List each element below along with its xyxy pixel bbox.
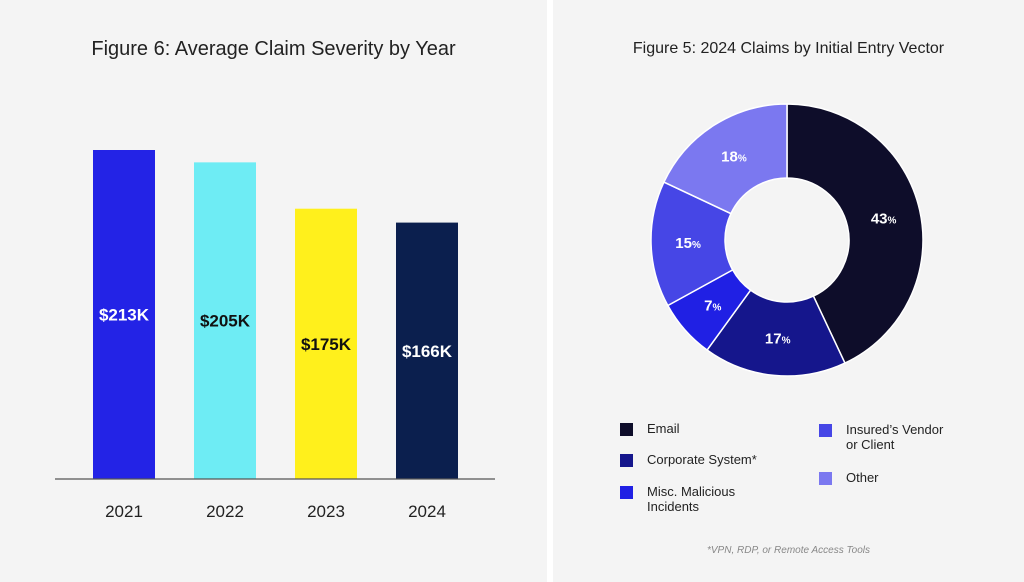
donut-legend: Email Corporate System* Misc. Malicious In… xyxy=(553,0,1024,582)
legend-item: Misc. Malicious Incidents xyxy=(620,484,735,514)
bar-chart: $213K 2021 $205K 2022 $175K 2023 $166K 2024 xyxy=(55,150,495,521)
bar-value-label: $205K xyxy=(200,312,251,331)
x-tick-label: 2021 xyxy=(105,502,143,521)
legend-label: Other xyxy=(846,470,879,485)
legend-swatch xyxy=(620,454,633,467)
footnote: *VPN, RDP, or Remote Access Tools xyxy=(706,545,871,556)
legend-label: Misc. Malicious Incidents xyxy=(647,484,736,514)
donut-slice-label: 17% xyxy=(765,331,791,348)
donut-chart-panel: Figure 5: 2024 Claims by Initial Entry V… xyxy=(553,0,1024,582)
legend-swatch xyxy=(819,472,832,485)
donut-slice-label: 7% xyxy=(704,297,721,314)
bar-value-label: $213K xyxy=(99,306,150,325)
donut-chart: 43% 17% 7% 15% 18% xyxy=(650,103,924,377)
x-tick-label: 2022 xyxy=(206,502,244,521)
x-tick-label: 2024 xyxy=(408,502,446,521)
legend-label: Email xyxy=(647,421,680,436)
legend-item: Insured’s Vendor or Client xyxy=(819,422,943,452)
bar-chart-title: Figure 6: Average Claim Severity by Year xyxy=(91,38,456,60)
bar-value-label: $166K xyxy=(402,342,453,361)
legend-swatch xyxy=(620,486,633,499)
bar-value-label: $175K xyxy=(301,335,352,354)
legend-label: Corporate System* xyxy=(647,452,757,467)
bar-chart-panel: Figure 6: Average Claim Severity by Year… xyxy=(0,0,547,582)
bar-2023 xyxy=(295,208,357,480)
donut-slice-label: 15% xyxy=(675,235,701,252)
legend-swatch xyxy=(620,423,633,436)
donut-slice-label: 18% xyxy=(721,148,747,165)
bar-2024 xyxy=(396,222,458,479)
donut-slice-0 xyxy=(786,103,924,365)
bar-2022 xyxy=(194,162,256,479)
bar-2021 xyxy=(93,150,155,479)
x-tick-label: 2023 xyxy=(307,502,345,521)
donut-slice-4 xyxy=(662,103,788,215)
legend-item: Corporate System* xyxy=(620,452,757,467)
donut-slice-label: 43% xyxy=(871,210,897,227)
legend-label: Insured’s Vendor or Client xyxy=(846,422,944,452)
legend-item: Other xyxy=(819,470,879,485)
donut-chart-title: Figure 5: 2024 Claims by Initial Entry V… xyxy=(632,40,945,57)
donut-slice-3 xyxy=(650,181,734,307)
legend-swatch xyxy=(819,424,832,437)
legend-item: Email xyxy=(620,421,680,436)
